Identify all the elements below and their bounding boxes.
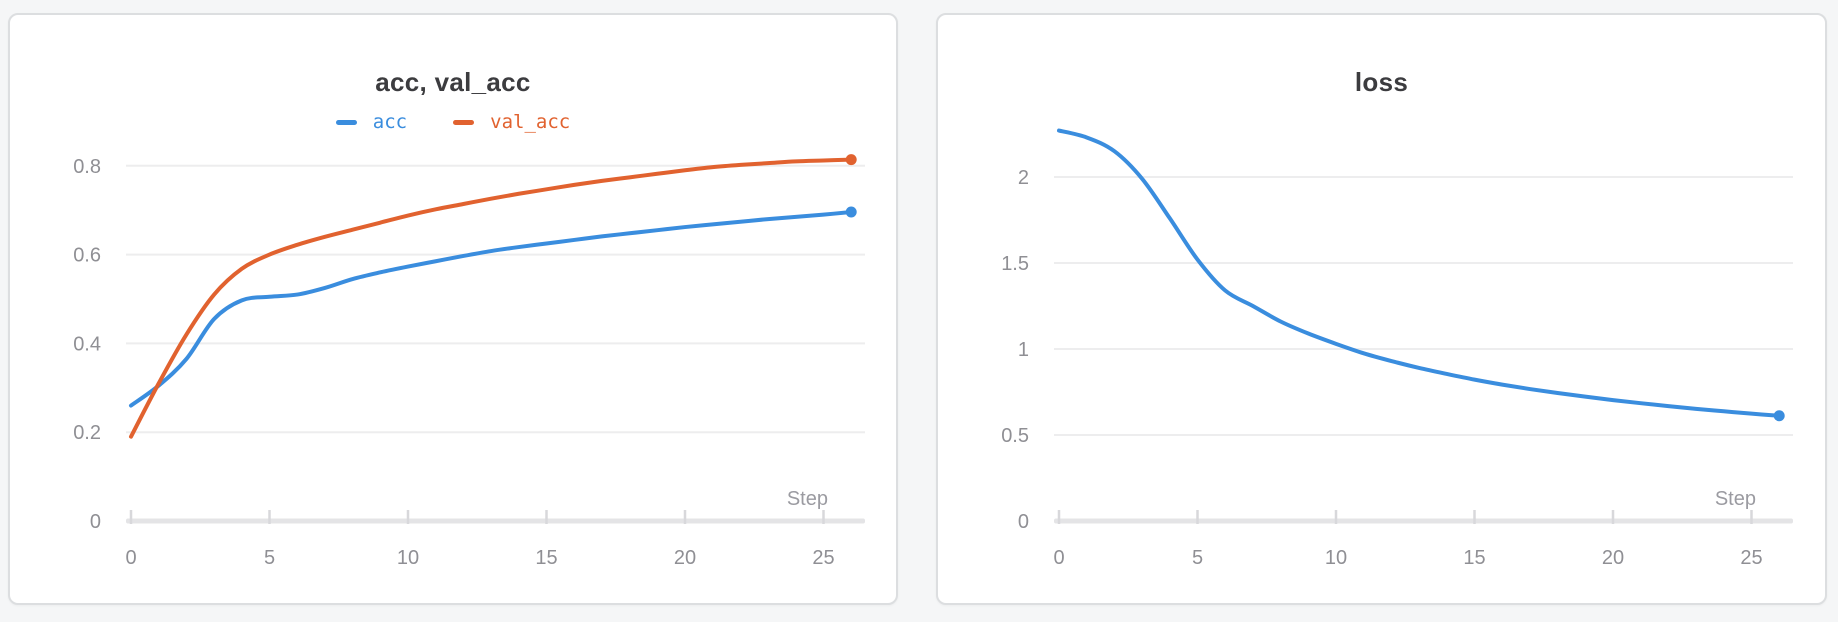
x-axis-line bbox=[1054, 518, 1793, 524]
x-tick-label: 10 bbox=[1325, 547, 1347, 569]
y-tick-label: 0.4 bbox=[73, 333, 101, 355]
x-tick-mark bbox=[1334, 510, 1338, 524]
x-tick-label: 25 bbox=[1740, 547, 1762, 569]
x-tick-label: 10 bbox=[397, 547, 419, 569]
x-tick-mark bbox=[822, 510, 825, 524]
series-line-loss bbox=[1057, 128, 1782, 418]
series-end-dot-loss bbox=[1773, 410, 1785, 422]
y-tick-label: 0.8 bbox=[73, 156, 101, 178]
x-tick-label: 15 bbox=[1463, 547, 1485, 569]
x-tick-label: 20 bbox=[674, 547, 696, 569]
x-tick-mark bbox=[683, 510, 687, 524]
legend-acc-valacc: acc val_acc bbox=[10, 111, 896, 133]
panel-acc-valacc[interactable]: acc, val_acc acc val_acc 0 0.2 0.4 0.6 0.8 0 5 1… bbox=[8, 13, 898, 605]
series-end-dot-val_acc bbox=[845, 154, 857, 166]
series-line-val_acc bbox=[129, 157, 854, 439]
x-tick-mark bbox=[545, 510, 548, 524]
legend-label-val_acc: val_acc bbox=[490, 111, 571, 133]
chart-title-acc-valacc: acc, val_acc bbox=[375, 67, 531, 97]
legend-label-acc: acc bbox=[372, 111, 408, 133]
x-tick-label: 5 bbox=[1192, 547, 1203, 569]
legend-swatch-val_acc bbox=[453, 119, 475, 125]
legend-item-acc[interactable]: acc bbox=[335, 111, 408, 133]
y-tick-label: 0 bbox=[90, 511, 101, 533]
legend-item-val_acc[interactable]: val_acc bbox=[453, 111, 570, 133]
x-tick-label: 0 bbox=[1053, 547, 1064, 569]
x-axis-title: Step bbox=[787, 488, 828, 510]
acc-valacc-plot-area[interactable]: 0 0.2 0.4 0.6 0.8 0 5 10 15 20 25 Step bbox=[10, 15, 896, 603]
y-tick-label: 0.2 bbox=[73, 422, 101, 444]
series-line-acc bbox=[129, 209, 854, 408]
chart-title-loss: loss bbox=[1354, 67, 1409, 97]
x-tick-mark bbox=[268, 510, 271, 524]
legend-swatch-acc bbox=[335, 119, 357, 125]
y-tick-label: 0 bbox=[1018, 511, 1029, 533]
panel-loss[interactable]: loss 0 0.5 1 1.5 2 0 5 10 15 20 25 Step bbox=[936, 13, 1827, 605]
y-tick-label: 0.5 bbox=[1001, 425, 1029, 447]
x-tick-mark bbox=[1611, 510, 1615, 524]
x-tick-mark bbox=[1057, 510, 1061, 524]
x-tick-mark bbox=[1750, 510, 1753, 524]
series-end-dot-acc bbox=[845, 206, 857, 218]
x-tick-label: 0 bbox=[125, 547, 136, 569]
x-tick-label: 5 bbox=[264, 547, 275, 569]
y-tick-label: 1.5 bbox=[1001, 253, 1029, 275]
x-tick-mark bbox=[1196, 510, 1199, 524]
x-tick-mark bbox=[129, 510, 133, 524]
y-tick-label: 1 bbox=[1018, 339, 1029, 361]
x-tick-label: 15 bbox=[535, 547, 557, 569]
y-tick-label: 0.6 bbox=[73, 245, 101, 267]
x-tick-label: 20 bbox=[1602, 547, 1624, 569]
y-tick-label: 2 bbox=[1018, 167, 1029, 189]
x-axis-line bbox=[126, 518, 865, 524]
x-tick-mark bbox=[1473, 510, 1476, 524]
x-tick-mark bbox=[406, 510, 410, 524]
x-tick-label: 25 bbox=[812, 547, 834, 569]
x-axis-title: Step bbox=[1715, 488, 1756, 510]
